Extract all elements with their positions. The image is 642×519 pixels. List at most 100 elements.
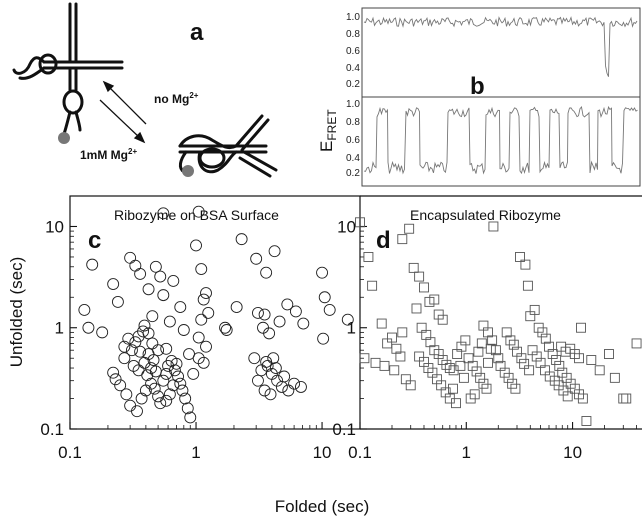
data-point-circle [146,310,159,323]
data-point-circle [269,362,282,374]
data-point-circle [288,377,301,390]
data-point-square [560,346,571,357]
panel-c-points [78,205,354,424]
data-point-circle [148,382,161,395]
data-point-square [429,294,440,305]
data-point-circle [181,402,194,415]
data-point-square [485,343,496,354]
y-tick-label: 10 [337,217,356,236]
data-point-circle [160,342,173,355]
data-point-square [467,360,478,371]
data-point-square [522,280,533,291]
data-point-square [395,351,406,362]
data-point-square [501,327,512,338]
data-point-circle [118,352,131,365]
panel-c-ticks: 10 1 0.1 0.1 1 10 [40,217,361,462]
data-point-circle [271,374,284,387]
data-point-square [405,380,416,391]
fret-tick-label: 0.8 [346,117,360,128]
data-point-square [631,338,642,349]
data-point-circle [200,287,212,300]
fret-tick-label: 0.6 [346,46,360,57]
data-point-circle [107,278,120,291]
data-point-square [604,349,614,359]
data-point-square [460,335,471,346]
data-point-circle [174,301,187,314]
panel-b-bottom-ticks: 1.0 0.8 0.6 0.4 0.2 [346,99,360,179]
data-point-square [547,349,558,359]
fret-tick-label: 0.8 [346,29,360,40]
data-point-square [529,304,540,315]
x-tick-label: 10 [313,443,332,462]
panel-d-letter: d [376,227,391,254]
data-point-square [478,378,489,389]
data-point-circle [163,388,176,401]
panel-b-fret-traces: b EFRET 1.0 0.8 0.6 0.4 0.2 1.0 0.8 0.6 0.4 0.2 [317,7,641,187]
panel-d-ticks: 10 1 0.1 0.1 1 10 [332,217,637,462]
data-point-circle [86,258,99,271]
data-point-square [441,359,452,370]
data-point-circle [109,373,122,386]
x-tick-label: 10 [563,443,582,462]
panel-c-title: Ribozyme on BSA Surface [114,207,279,223]
data-point-square [451,398,461,409]
y-tick-label: 0.1 [40,420,64,439]
data-point-circle [252,374,264,387]
data-point-circle [154,270,167,283]
data-point-square [594,365,605,376]
data-point-circle [190,239,202,252]
data-point-circle [281,298,294,311]
data-point-circle [147,354,160,366]
data-point-circle [177,324,190,336]
data-point-circle [132,364,145,377]
data-point-square [576,322,586,333]
data-point-square [499,367,510,378]
data-point-square [515,252,525,262]
data-point-circle [142,283,155,296]
data-point-circle [220,324,233,336]
data-point-square [476,338,487,349]
data-point-circle [179,392,192,405]
panel-c-ylabel: Unfolded (sec) [7,257,26,368]
data-point-circle [260,266,273,279]
data-point-circle [250,252,263,265]
data-point-square [376,318,387,329]
data-point-circle [163,315,176,328]
data-point-square [419,282,429,293]
data-point-circle [267,352,280,365]
data-point-circle [114,379,127,392]
data-point-circle [197,356,210,369]
data-point-circle [176,384,189,397]
x-tick-label: 1 [462,443,471,462]
data-point-square [537,327,548,338]
data-point-circle [160,367,173,380]
data-point-circle [129,336,142,349]
data-point-square [408,262,419,273]
data-point-circle [157,207,170,220]
data-point-circle [174,377,187,390]
data-point-circle [264,388,277,401]
data-point-square [397,234,408,245]
data-point-circle [200,340,212,353]
data-point-circle [252,306,264,319]
data-point-square [444,363,455,373]
data-point-square [540,333,551,344]
data-point-circle [282,384,295,397]
data-point-circle [195,313,208,326]
data-point-square [411,303,422,314]
data-point-square [520,259,531,270]
data-point-circle [323,303,336,316]
fret-tick-label: 0.4 [346,63,360,74]
fret-tick-label: 0.6 [346,135,360,146]
data-point-square [618,393,629,404]
y-tick-label: 0.1 [332,420,356,439]
fret-tick-label: 0.4 [346,153,360,164]
data-point-circle [157,374,170,387]
data-point-square [391,343,402,354]
data-point-circle [124,251,137,264]
data-point-square [363,252,374,262]
data-point-circle [138,319,151,332]
data-point-square [414,271,425,282]
data-point-square [503,372,514,383]
data-point-circle [146,337,159,350]
